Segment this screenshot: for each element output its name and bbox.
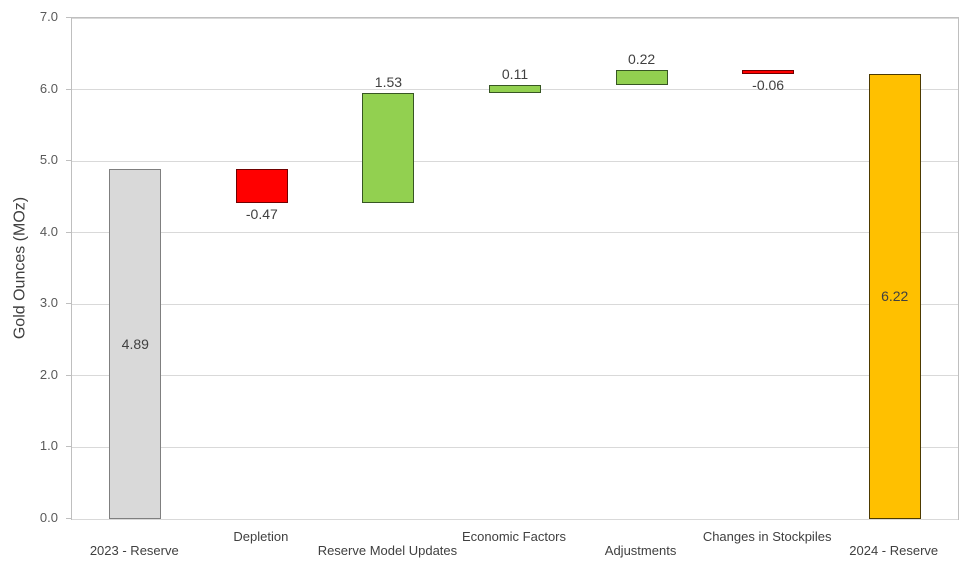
gridline — [72, 232, 958, 234]
gridline — [72, 17, 958, 19]
y-tick-mark — [66, 17, 71, 18]
gridline — [72, 303, 958, 305]
y-tick-label: 6.0 — [39, 80, 58, 96]
bar-value-label: -0.06 — [752, 76, 785, 93]
x-category-label-reserve-model-updates: Reserve Model Updates — [317, 543, 458, 558]
bar-changes-in-stockpiles — [742, 69, 795, 74]
x-category-label-2024-reserve: 2024 - Reserve — [849, 543, 939, 558]
y-tick-label: 1.0 — [39, 438, 58, 454]
bar-reserve-model-updates — [362, 93, 415, 203]
y-tick-mark — [66, 303, 71, 305]
y-tick-mark — [66, 231, 71, 233]
bar-value-label: 0.22 — [627, 50, 656, 67]
bar-value-label: 6.22 — [881, 288, 909, 305]
bar-value-label: 0.11 — [501, 66, 529, 83]
bar-value-label: 1.53 — [374, 74, 403, 91]
bar-depletion — [235, 169, 288, 203]
x-category-label-economic-factors: Economic Factors — [461, 529, 567, 544]
bar-value-label: 4.89 — [121, 336, 149, 352]
y-tick-label: 4.0 — [39, 223, 58, 239]
x-category-label-depletion: Depletion — [233, 529, 289, 544]
y-tick-label: 2.0 — [39, 366, 58, 382]
gridline — [72, 160, 958, 162]
y-tick-label: 0.0 — [39, 510, 58, 525]
gridline — [72, 446, 958, 448]
x-category-label-changes-in-stockpiles: Changes in Stockpiles — [702, 529, 832, 544]
bar-adjustments — [615, 69, 668, 86]
y-tick-label: 3.0 — [39, 295, 58, 311]
gridline — [72, 375, 958, 377]
y-tick-mark — [66, 518, 71, 519]
bar-2024-reserve: 6.22 — [868, 73, 921, 519]
y-tick-label: 7.0 — [39, 9, 58, 24]
bar-economic-factors — [489, 85, 541, 94]
y-tick-mark — [66, 160, 71, 162]
y-tick-mark — [66, 446, 71, 448]
plot-area: 4.89 -0.47 1.53 0.11 0.22 -0.06 6.22 — [71, 17, 959, 520]
x-category-label-adjustments: Adjustments — [604, 543, 677, 558]
y-tick-label: 5.0 — [39, 152, 58, 168]
bar-2023-reserve: 4.89 — [109, 169, 162, 519]
x-category-label-2023-reserve: 2023 - Reserve — [89, 543, 179, 558]
y-tick-mark — [66, 374, 71, 376]
gridline — [72, 518, 958, 520]
y-tick-mark — [66, 88, 71, 90]
bar-value-label: -0.47 — [245, 205, 278, 222]
